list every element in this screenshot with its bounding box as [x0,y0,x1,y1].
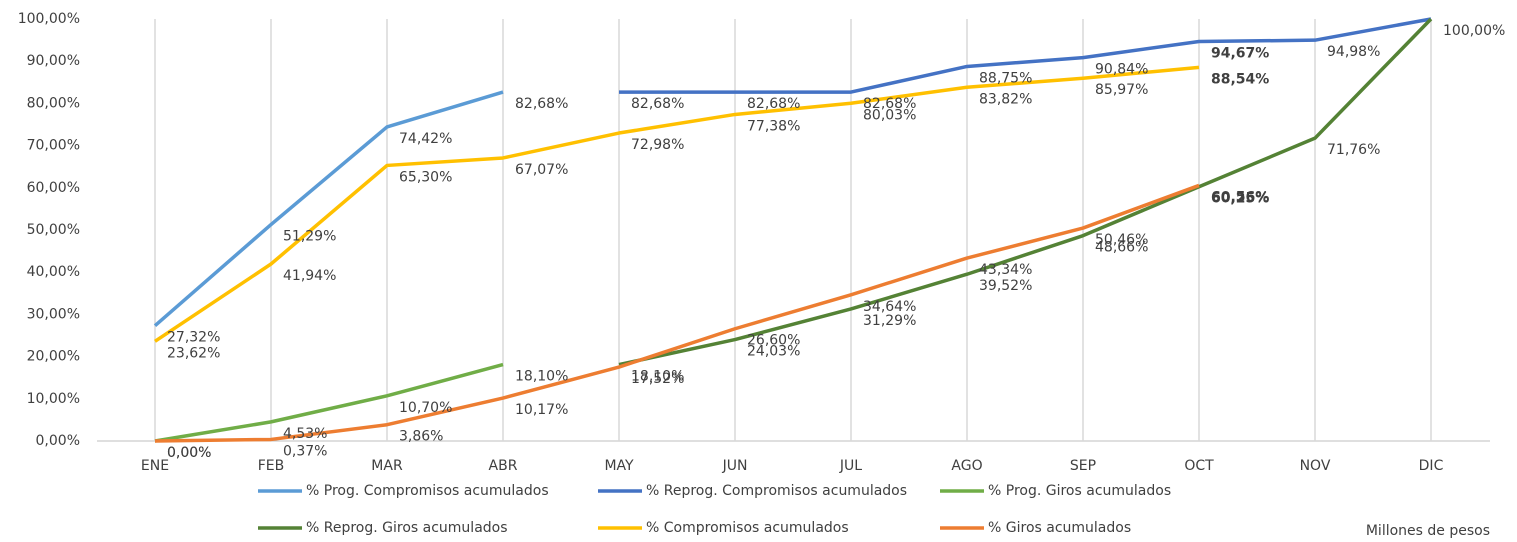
legend-label: % Giros acumulados [988,520,1131,536]
data-label: 90,84% [1095,62,1148,78]
data-label: 0,37% [283,443,327,459]
y-tick-label: 80,00% [27,95,80,111]
y-tick-label: 70,00% [27,138,80,154]
chart: Millones de pesos 0,00% 10,00% 20,00% 30,00… [0,0,1517,542]
data-label: 3,86% [399,429,443,445]
y-tick-label: 0,00% [36,433,80,449]
y-tick-label: 10,00% [27,391,80,407]
data-label: 31,29% [863,313,916,329]
data-label: 41,94% [283,268,336,284]
x-tick-label: ABR [489,458,518,474]
data-label: 50,46% [1095,232,1148,248]
x-tick-label: FEB [258,458,285,474]
data-label: 74,42% [399,131,452,147]
data-label: 4,53% [283,426,327,442]
data-label: 94,98% [1327,44,1380,60]
y-tick-label: 20,00% [27,349,80,365]
data-label: 10,17% [515,402,568,418]
x-tick-label: DIC [1419,458,1444,474]
data-label: 71,76% [1327,142,1380,158]
data-label: 27,32% [167,330,220,346]
data-label: 43,34% [979,262,1032,278]
data-label: 10,70% [399,400,452,416]
y-tick-label: 100,00% [18,11,80,27]
data-label: 65,30% [399,169,452,185]
data-label: 72,98% [631,137,684,153]
data-label: 67,07% [515,162,568,178]
y-tick-label: 30,00% [27,306,80,322]
x-tick-label: AGO [951,458,982,474]
legend-label: % Compromisos acumulados [646,520,849,536]
data-label: 60,56% [1211,189,1269,205]
data-label: 34,64% [863,299,916,315]
legend-label: % Prog. Compromisos acumulados [306,483,549,499]
legend-label: % Reprog. Giros acumulados [306,520,508,536]
data-label: 39,52% [979,278,1032,294]
x-tick-label: SEP [1070,458,1096,474]
data-label: 88,75% [979,70,1032,86]
y-tick-label: 90,00% [27,53,80,69]
x-tick-label: JUN [722,458,748,474]
y-tick-label: 50,00% [27,222,80,238]
data-label: 82,68% [515,96,568,112]
x-tick-label: JUL [839,458,862,474]
data-label: 82,68% [631,96,684,112]
y-tick-label: 40,00% [27,264,80,280]
x-tick-label: OCT [1184,458,1214,474]
y-tick-label: 60,00% [27,180,80,196]
series-line [155,185,1199,441]
data-label: 51,29% [283,229,336,245]
data-label: 77,38% [747,118,800,134]
data-label: 23,62% [167,345,220,361]
x-tick-label: NOV [1300,458,1331,474]
data-label: 100,00% [1443,23,1505,39]
x-tick-label: ENE [141,458,169,474]
data-label: 18,10% [515,369,568,385]
x-tick-label: MAR [371,458,403,474]
data-label: 17,52% [631,371,684,387]
legend-label: % Prog. Giros acumulados [988,483,1171,499]
data-label: 26,60% [747,333,800,349]
x-tick-label: MAY [604,458,634,474]
data-label: 88,54% [1211,71,1269,87]
note: Millones de pesos [1366,523,1490,539]
data-label: 82,68% [747,96,800,112]
data-label: 80,03% [863,107,916,123]
data-label: 94,67% [1211,45,1269,61]
data-label: 0,00% [167,445,211,461]
series-line [155,92,503,326]
data-label: 83,82% [979,91,1032,107]
legend-label: % Reprog. Compromisos acumulados [646,483,907,499]
data-label: 85,97% [1095,82,1148,98]
